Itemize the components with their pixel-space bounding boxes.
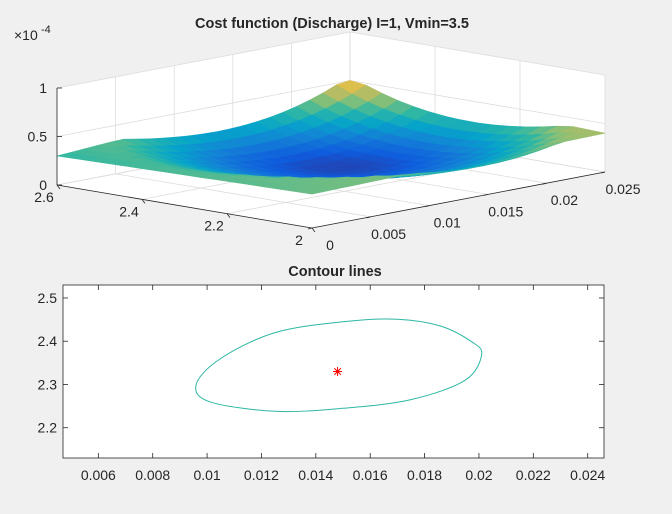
- x-axis-tick-labels: 0 0.005 0.01 0.015 0.02 0.025: [326, 181, 641, 253]
- y-tick-label: 2.5: [38, 290, 58, 306]
- z-axis-tick-labels: 00.51: [28, 80, 48, 193]
- contour-plot: Contour lines 0.006 0.008 0.01 0.012 0.014 0.…: [38, 264, 606, 483]
- y-axis-line: [56, 184, 313, 229]
- x-tick-label: 0.006: [81, 467, 116, 483]
- wall-grid-line: [56, 31, 351, 89]
- x-tick-mark: [425, 205, 430, 207]
- x-tick-label: 0.012: [244, 467, 279, 483]
- y-tick-label: 2.2: [38, 420, 58, 436]
- wall-grid-line: [56, 80, 351, 137]
- x-tick-label: 0.015: [488, 203, 523, 219]
- x-tick-label: 0.008: [135, 467, 170, 483]
- y-tick-label: 2.6: [34, 189, 54, 205]
- y-tick-label: 2.3: [38, 376, 58, 392]
- y-tick-label: 2.4: [119, 203, 139, 219]
- contour-plot-ticks: [63, 285, 604, 458]
- y-tick-mark: [226, 213, 231, 218]
- x-tick-label: 0.016: [353, 467, 388, 483]
- x-tick-label: 0.022: [516, 467, 551, 483]
- z-exponent-prefix: ×10: [14, 27, 38, 43]
- y-tick-label: 2.4: [38, 333, 58, 349]
- y-tick-label: 2: [295, 232, 303, 248]
- wall-grid-line: [349, 31, 606, 76]
- x-tick-label: 0: [326, 237, 334, 253]
- surface-mesh: [56, 80, 606, 195]
- marker-stroke: [333, 367, 342, 376]
- x-tick-label: 0.01: [193, 467, 220, 483]
- contour-line: [195, 318, 483, 413]
- x-tick-label: 0.005: [371, 226, 406, 242]
- z-tick-label: 1: [39, 80, 47, 96]
- x-tick-label: 0.01: [434, 215, 461, 231]
- y-tick-mark: [56, 184, 61, 190]
- x-tick-mark: [307, 227, 313, 230]
- x-tick-label: 0.024: [570, 467, 605, 483]
- x-tick-mark: [542, 182, 547, 185]
- x-tick-label: 0.02: [465, 467, 492, 483]
- x-tick-mark: [366, 216, 371, 219]
- minimum-marker: [333, 367, 343, 376]
- y-tick-label: 2.2: [204, 218, 224, 234]
- floor-grid-line: [115, 173, 371, 218]
- y-axis-tick-labels: 2 2.2 2.4 2.6: [34, 189, 303, 248]
- x-tick-label: 0.02: [551, 192, 578, 208]
- x-tick-label: 0.014: [298, 467, 333, 483]
- x-axis-line: [311, 171, 606, 229]
- surface-plot-title: Cost function (Discharge) I=1, Vmin=3.5: [195, 16, 469, 32]
- contour-plot-frame: [62, 284, 605, 459]
- y-tick-mark: [141, 199, 146, 204]
- contour-plot-title: Contour lines: [288, 264, 381, 280]
- surface-plot-3d: Cost function (Discharge) I=1, Vmin=3.5 …: [14, 16, 641, 253]
- z-tick-label: 0: [39, 177, 47, 193]
- surface-patch: [575, 129, 606, 137]
- x-tick-label: 0.018: [407, 467, 442, 483]
- x-tick-mark: [483, 194, 488, 196]
- z-exponent-power: -4: [41, 24, 51, 36]
- contour-y-tick-labels: 2.2 2.3 2.4 2.5: [38, 290, 58, 436]
- surface-plot-axes: [56, 87, 606, 233]
- x-tick-label: 0.025: [605, 181, 640, 197]
- contour-x-tick-labels: 0.006 0.008 0.01 0.012 0.014 0.016 0.018 0.02 0.…: [81, 467, 606, 483]
- wall-grid-line: [349, 80, 606, 124]
- z-tick-label: 0.5: [28, 129, 48, 145]
- y-tick-mark: [311, 227, 316, 233]
- x-tick-mark: [600, 171, 606, 174]
